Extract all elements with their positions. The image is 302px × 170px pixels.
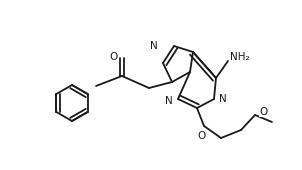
Text: O: O	[259, 107, 267, 117]
Text: NH₂: NH₂	[230, 52, 250, 62]
Text: O: O	[110, 52, 118, 62]
Text: N: N	[150, 41, 158, 51]
Text: N: N	[219, 94, 227, 104]
Text: N: N	[165, 96, 173, 106]
Text: O: O	[198, 131, 206, 141]
